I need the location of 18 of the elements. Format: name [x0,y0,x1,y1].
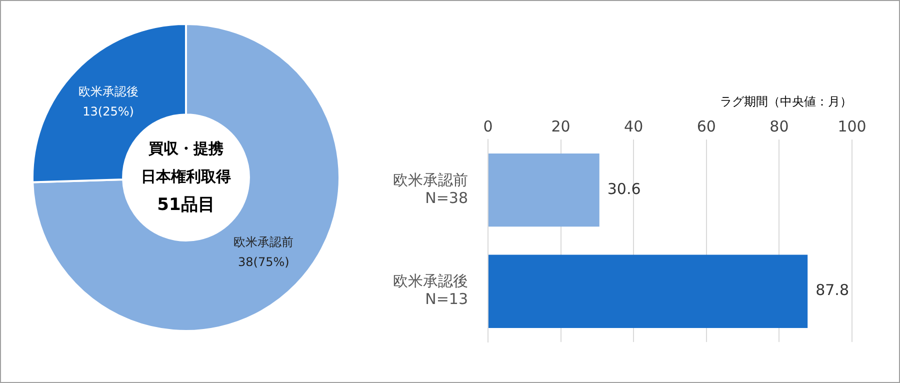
x-tick-label: 100 [838,117,866,136]
slice-label: 欧米承認後 [78,84,138,98]
x-axis-title: ラグ期間（中央値：月） [720,94,852,108]
data-label: 87.8 [816,281,849,300]
data-label: 30.6 [607,180,641,198]
text: 日本権利取得 [141,167,231,186]
data-label: 38(75%) [238,254,290,269]
data-label: 13(25%) [82,104,134,118]
x-tick-label: 0 [483,117,493,136]
x-tick-label: 80 [770,117,789,136]
x-tick-label: 20 [551,117,570,136]
y-tick-label: 欧米承認前 N=38 [393,170,468,207]
x-tick-label: 40 [624,117,644,136]
slice-label: 欧米承認前 [234,234,294,249]
y-tick-label: 欧米承認後 N=13 [393,272,468,308]
text: 51品目 [157,194,215,215]
text: 買収・提携 [148,139,224,158]
x-tick-label: 60 [696,117,716,136]
